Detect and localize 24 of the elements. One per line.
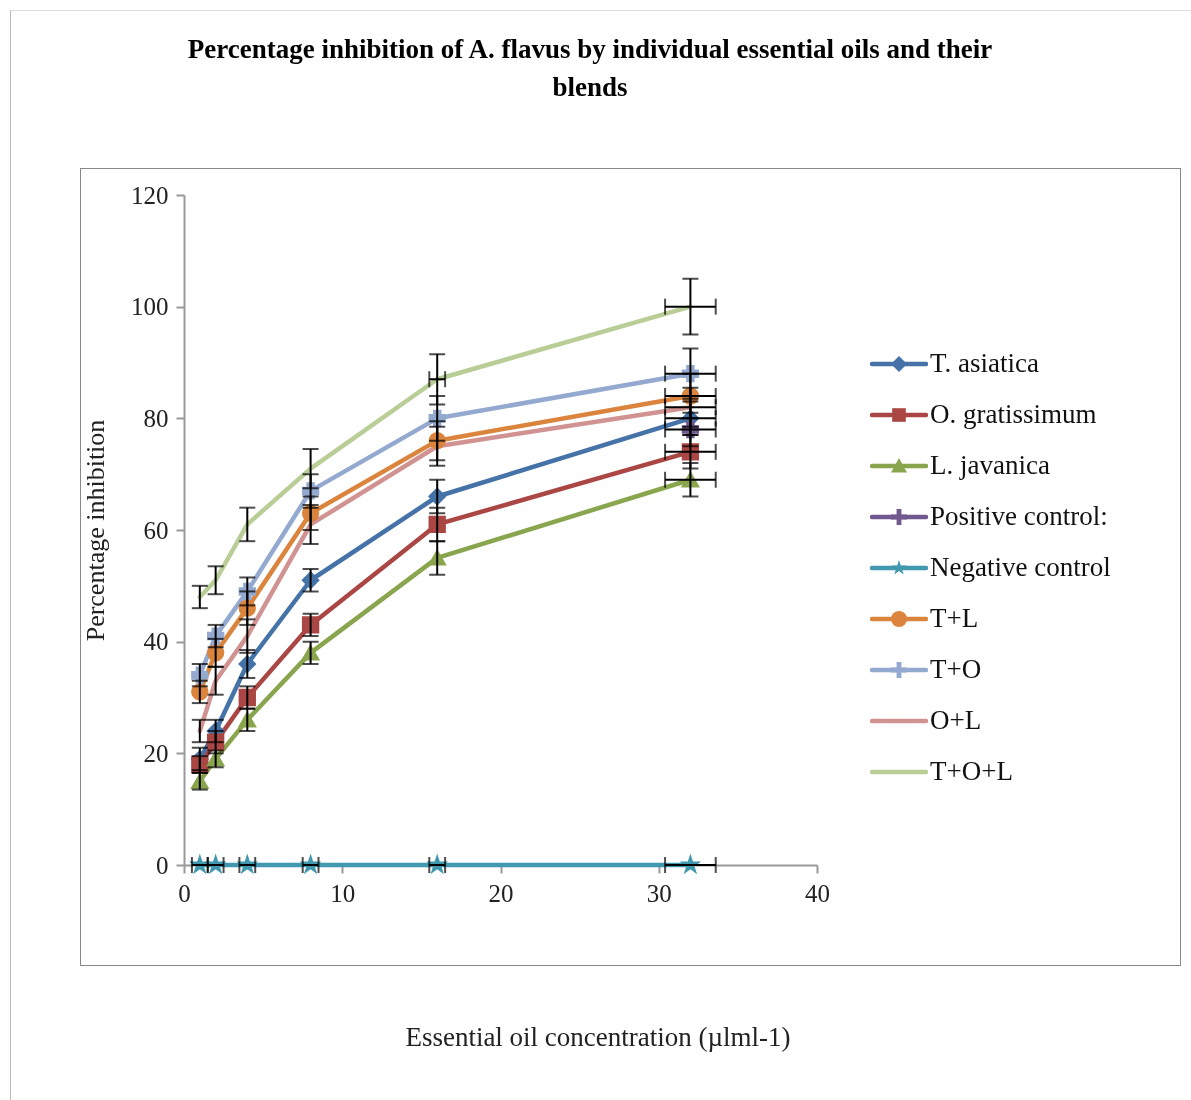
x-tick-label: 0: [178, 879, 191, 907]
y-axis-title: Percentage inhibition: [81, 419, 110, 642]
y-tick-label: 100: [131, 293, 169, 321]
legend-label: T+O: [930, 653, 982, 686]
x-tick-label: 10: [330, 879, 356, 907]
y-tick-label: 60: [143, 516, 169, 544]
legend-label: Negative control: [930, 551, 1111, 584]
y-tick-label: 40: [143, 628, 169, 656]
y-tick-label: 120: [131, 181, 169, 209]
y-tick-label: 80: [143, 404, 169, 432]
chart-title: Percentage inhibition of A. flavus by individual essential oils and their blends: [186, 33, 994, 104]
legend-label: T. asiatica: [930, 347, 1039, 380]
legend-label: Positive control:: [930, 500, 1108, 533]
x-tick-label: 40: [805, 879, 830, 907]
y-tick-label: 20: [143, 739, 169, 767]
legend-label: T+L: [930, 602, 979, 635]
x-axis-title: Essential oil concentration (µlml-1): [404, 1022, 792, 1053]
x-tick-label: 20: [488, 879, 514, 907]
legend-label: L. javanica: [930, 449, 1050, 482]
legend-label: O+L: [930, 704, 982, 737]
legend-label: O. gratissimum: [930, 398, 1097, 431]
legend-label: T+O+L: [930, 755, 1013, 788]
x-tick-label: 30: [646, 879, 672, 907]
y-tick-label: 0: [156, 851, 169, 879]
